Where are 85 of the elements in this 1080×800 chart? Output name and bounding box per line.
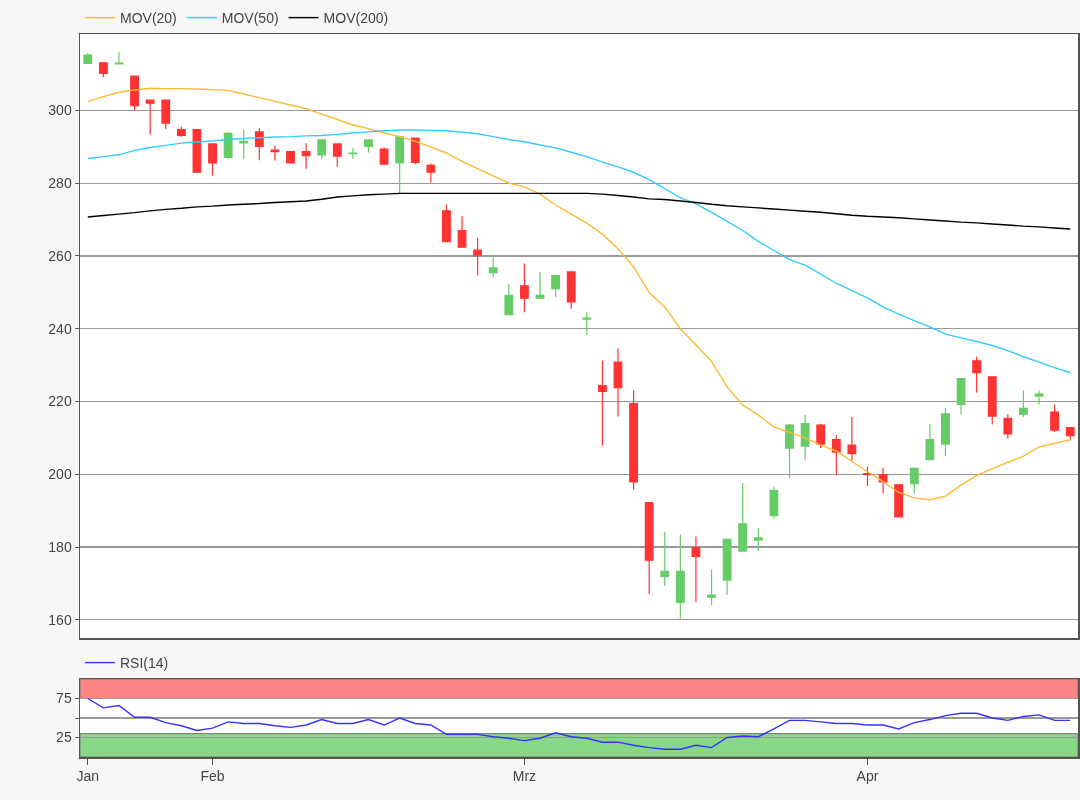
candlestick [831, 434, 841, 476]
candlestick [473, 237, 483, 277]
line-series [87, 87, 1071, 501]
line-series [87, 697, 1071, 750]
candlestick [1019, 389, 1028, 418]
candlestick [894, 484, 904, 518]
legend-label: MOV(200) [323, 10, 389, 27]
candlestick [332, 143, 342, 168]
candlestick [426, 162, 436, 184]
candlestick [987, 376, 997, 426]
y-tick-label: 220 [48, 393, 72, 410]
candlestick [535, 271, 545, 299]
candlestick [1065, 427, 1075, 441]
candlestick [551, 275, 561, 298]
y-tick-label: 200 [48, 466, 72, 483]
x-tick-label: Apr [856, 768, 879, 785]
candlestick [707, 569, 716, 606]
candlestick [379, 146, 389, 165]
candlestick [301, 142, 311, 170]
candlestick [442, 204, 451, 243]
candlestick [1050, 403, 1060, 433]
candlestick [192, 129, 202, 173]
candlestick [722, 538, 732, 596]
candlestick [98, 62, 108, 78]
candlestick [972, 356, 982, 393]
candlestick [847, 416, 857, 462]
y-tick-label: 300 [48, 102, 72, 119]
y-tick-label: 160 [48, 611, 72, 628]
candlestick [286, 150, 295, 164]
x-tick-label: Mrz [512, 768, 537, 785]
candlestick [956, 377, 966, 415]
candlestick [1003, 413, 1013, 440]
candlestick [208, 143, 217, 177]
y-tick-label: 280 [48, 175, 72, 192]
line-series [87, 129, 1071, 374]
y-tick-label: 25 [56, 729, 72, 746]
candlestick [317, 139, 327, 160]
candlestick [816, 423, 826, 449]
candlestick [738, 482, 748, 552]
candlestick [254, 127, 264, 161]
candlestick [223, 131, 233, 160]
candlestick [613, 347, 623, 418]
candlestick [410, 137, 420, 165]
legend-label: MOV(20) [120, 10, 177, 27]
candlestick [675, 534, 685, 621]
candlestick [785, 423, 794, 479]
line-series [87, 192, 1071, 230]
x-tick-label: Feb [200, 768, 225, 785]
candlestick [395, 136, 405, 195]
candlestick [769, 486, 779, 520]
candlestick [660, 531, 670, 587]
candlestick [909, 467, 919, 495]
candlestick [457, 215, 467, 248]
y-tick-label: 240 [48, 320, 72, 337]
x-tick-label: Jan [76, 768, 100, 785]
candlestick [582, 311, 592, 336]
y-tick-label: 260 [48, 247, 72, 264]
candlestick [364, 139, 373, 154]
candlestick [488, 257, 498, 279]
candlestick [520, 262, 529, 313]
candlestick [145, 99, 155, 136]
y-tick-label: 75 [56, 690, 72, 707]
candlestick [130, 75, 139, 112]
candlestick [566, 271, 576, 310]
candlestick [941, 407, 950, 457]
candlestick [925, 423, 935, 461]
candlestick [83, 52, 93, 65]
candlestick [504, 283, 514, 316]
y-tick-label: 180 [48, 538, 72, 555]
candlestick [239, 129, 249, 160]
candlestick [176, 125, 186, 138]
candlestick [270, 145, 280, 162]
candlestick [691, 535, 701, 603]
candlestick [161, 99, 171, 130]
candlestick [753, 527, 763, 552]
legend-label: MOV(50) [221, 10, 279, 27]
candlestick [348, 147, 358, 160]
candlestick [644, 502, 654, 595]
candlestick [114, 51, 124, 65]
candlestick [878, 467, 888, 495]
candlestick [800, 414, 810, 462]
candlestick [1034, 389, 1044, 405]
candlestick [597, 359, 607, 447]
legend-label: RSI(14) [120, 655, 169, 672]
candlestick [629, 389, 638, 491]
